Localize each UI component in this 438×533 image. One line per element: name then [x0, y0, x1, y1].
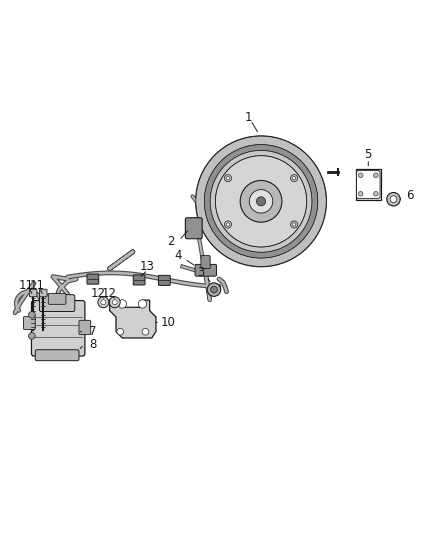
Circle shape	[224, 175, 232, 182]
Circle shape	[358, 173, 363, 177]
FancyBboxPatch shape	[35, 350, 79, 361]
Circle shape	[118, 300, 127, 308]
Text: 2: 2	[167, 235, 174, 248]
Circle shape	[215, 156, 307, 247]
Circle shape	[196, 136, 326, 266]
Text: 3: 3	[198, 266, 205, 279]
Circle shape	[98, 297, 109, 308]
Text: 11: 11	[19, 279, 34, 292]
FancyBboxPatch shape	[133, 275, 145, 285]
Circle shape	[257, 197, 265, 206]
FancyBboxPatch shape	[48, 293, 66, 304]
Text: 4: 4	[174, 249, 182, 262]
FancyBboxPatch shape	[201, 255, 210, 269]
Text: 10: 10	[161, 316, 176, 329]
FancyBboxPatch shape	[356, 169, 381, 200]
FancyBboxPatch shape	[195, 264, 216, 276]
Circle shape	[211, 286, 217, 293]
FancyBboxPatch shape	[185, 217, 202, 239]
Circle shape	[109, 297, 120, 308]
FancyBboxPatch shape	[159, 276, 170, 286]
FancyBboxPatch shape	[39, 295, 75, 311]
Circle shape	[358, 191, 363, 196]
Circle shape	[112, 300, 117, 305]
FancyBboxPatch shape	[79, 320, 91, 335]
Circle shape	[240, 181, 282, 222]
Circle shape	[142, 328, 149, 335]
Text: 1: 1	[245, 111, 252, 124]
Circle shape	[226, 223, 230, 226]
Text: 12: 12	[101, 287, 117, 300]
Circle shape	[390, 196, 397, 203]
Circle shape	[374, 173, 378, 177]
Circle shape	[207, 283, 221, 296]
FancyBboxPatch shape	[29, 289, 37, 297]
FancyBboxPatch shape	[39, 289, 47, 297]
Text: 11: 11	[29, 279, 44, 292]
Circle shape	[138, 300, 147, 308]
Circle shape	[226, 176, 230, 180]
FancyBboxPatch shape	[357, 171, 380, 198]
FancyBboxPatch shape	[87, 274, 99, 284]
Circle shape	[290, 175, 298, 182]
Circle shape	[117, 328, 124, 335]
Circle shape	[28, 333, 35, 339]
Circle shape	[290, 221, 298, 228]
Text: 8: 8	[89, 338, 96, 351]
Text: 5: 5	[364, 148, 372, 161]
Polygon shape	[110, 300, 156, 338]
Text: 7: 7	[89, 325, 97, 338]
Circle shape	[387, 192, 400, 206]
Circle shape	[293, 176, 296, 180]
Circle shape	[293, 223, 296, 226]
Text: 6: 6	[406, 189, 414, 201]
Circle shape	[101, 300, 106, 305]
FancyBboxPatch shape	[32, 301, 85, 356]
Circle shape	[374, 191, 378, 196]
Text: 12: 12	[90, 287, 106, 300]
FancyBboxPatch shape	[24, 317, 35, 329]
Circle shape	[28, 311, 35, 318]
Circle shape	[224, 221, 232, 228]
Text: 13: 13	[140, 260, 155, 273]
Circle shape	[249, 190, 273, 213]
